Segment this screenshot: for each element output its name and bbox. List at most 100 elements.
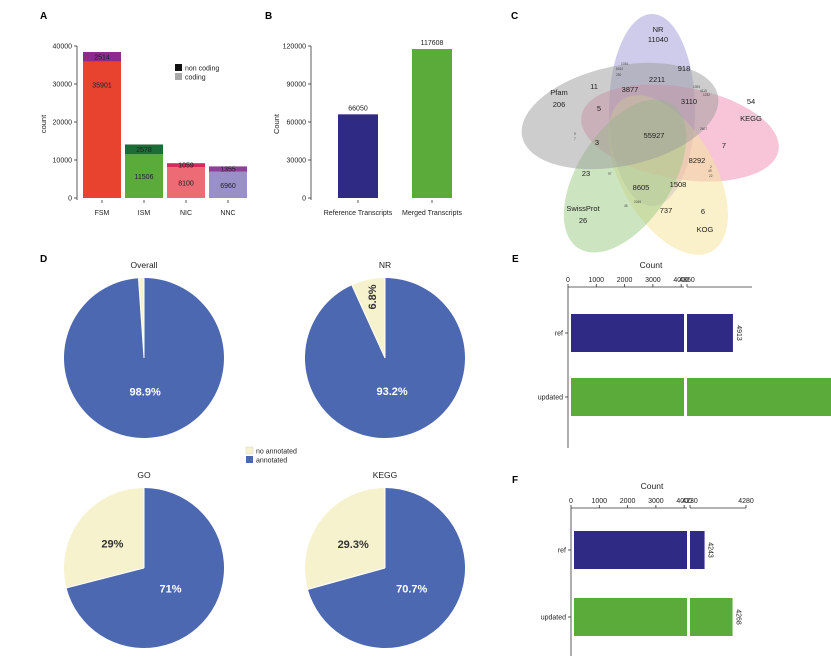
venn-int-8605: 8605 xyxy=(633,183,650,192)
pie-kegg-nonannotated-slice xyxy=(304,488,385,590)
pie-nr-divider-b xyxy=(351,284,386,359)
venn-int-3110: 3110 xyxy=(681,97,697,106)
panel-label-B: B xyxy=(265,11,272,22)
e-xtick-label-2: 2000 xyxy=(617,277,633,284)
b-ytick-label-0: 0 xyxy=(302,196,306,203)
e-xtick-label-5: 4860 xyxy=(679,277,695,284)
legend-annot-label: annotated xyxy=(256,458,287,465)
a-ytick-label-4: 40000 xyxy=(53,44,73,51)
venn-nr-only: 11040 xyxy=(648,35,668,44)
f-xlabel: Count xyxy=(641,481,664,491)
pie-title-overall: Overall xyxy=(131,260,158,270)
e-xtick-label-1: 1000 xyxy=(589,277,605,284)
a-label-coding-FSM: 35901 xyxy=(92,83,112,90)
f-bar-ref-seg2 xyxy=(690,531,705,569)
venn-small-0: 1036 xyxy=(621,62,628,66)
a-bar-coding-NNC xyxy=(209,171,247,198)
venn-kegg-only: 54 xyxy=(747,97,755,106)
venn-pfam-name: Pfam xyxy=(550,88,568,97)
panel-label-C: C xyxy=(511,11,518,22)
e-ytick-label-updated: updated xyxy=(538,395,563,402)
venn-small-4: 4115 xyxy=(700,89,707,93)
e-xlabel: Count xyxy=(640,260,663,270)
venn-int-3877: 3877 xyxy=(622,85,639,94)
b-ylabel: Count xyxy=(272,113,281,134)
pie-kegg-nonannotated-label: 29.3% xyxy=(338,539,369,551)
venn-int-2211: 2211 xyxy=(649,75,665,84)
a-bars: 35901 2514 FSM 11506 2578 ISM 8100 1059 NIC 6960 1… xyxy=(83,52,247,217)
f-xtick-label-4: 4000 xyxy=(676,498,692,505)
venn-kog-only: 6 xyxy=(701,207,705,216)
venn-ellipse-pfam xyxy=(521,62,719,170)
panel-label-D: D xyxy=(40,254,47,265)
pie-overall-divider-b xyxy=(137,278,145,359)
a-bar-noncoding-ISM xyxy=(125,144,163,155)
venn-pfam-only: 206 xyxy=(553,100,566,109)
pie-kegg-annotated-slice xyxy=(307,488,465,648)
b-bar-0 xyxy=(338,114,378,198)
legend-noannot-label: no annotated xyxy=(256,449,297,456)
panel-label-E: E xyxy=(512,254,519,265)
pie-charts: Overall 98.9% NR 93.2% 6.8% GO 71% 29% KEGG 70.7%… xyxy=(63,260,465,649)
venn-small-13: 22 xyxy=(709,174,713,178)
legend-noannot-swatch xyxy=(245,446,254,455)
a-xtick-label-NIC: NIC xyxy=(180,210,192,217)
a-ylabel: count xyxy=(39,114,48,133)
f-ytick-label-updated: updated xyxy=(541,615,566,622)
f-xtick-label-3: 3000 xyxy=(648,498,664,505)
panel-label-F: F xyxy=(512,475,518,486)
e-xtick-label-3: 3000 xyxy=(645,277,661,284)
venn-small-1: 6162 xyxy=(616,67,623,71)
b-ytick-label-4: 120000 xyxy=(283,44,306,51)
b-xtick-label-1: Merged Transcripts xyxy=(402,210,462,217)
a-bar-coding-ISM xyxy=(125,154,163,198)
a-xtick-label-NNC: NNC xyxy=(220,210,235,217)
venn-nr-name: NR xyxy=(653,25,664,34)
venn-int-5: 5 xyxy=(597,104,601,113)
pie-nr-annotated-label: 93.2% xyxy=(377,386,408,398)
pie-title-kegg: KEGG xyxy=(373,470,398,480)
b-ytick-label-1: 30000 xyxy=(287,158,307,165)
f-value-label-updated: 4268 xyxy=(735,609,742,625)
b-ytick-label-3: 90000 xyxy=(287,82,307,89)
a-xtick-label-ISM: ISM xyxy=(138,210,151,217)
venn-small-3: 1393 xyxy=(693,85,700,89)
a-label-coding-NIC: 8100 xyxy=(178,181,194,188)
a-xtick-label-FSM: FSM xyxy=(95,210,110,217)
pie-go-divider-b xyxy=(66,567,145,589)
f-xtick-label-6: 4280 xyxy=(738,498,754,505)
b-value-label-1: 117608 xyxy=(421,40,444,47)
a-ytick-label-1: 10000 xyxy=(53,158,73,165)
venn-kegg-name: KEGG xyxy=(740,114,762,123)
venn-small-2: 250 xyxy=(616,73,622,77)
venn-int-7: 7 xyxy=(722,141,726,150)
panel-label-A: A xyxy=(40,11,47,22)
venn-small-8: 7 xyxy=(574,137,576,141)
venn-small-10: 2046 xyxy=(634,200,641,204)
a-ytick-label-3: 30000 xyxy=(53,82,73,89)
venn-int-nr-pfam: 11 xyxy=(590,82,598,91)
venn-kog-name: KOG xyxy=(697,225,714,234)
a-bar-noncoding-NIC xyxy=(167,163,205,168)
pie-go-annotated-label: 71% xyxy=(160,584,182,596)
pie-go-nonannotated-slice xyxy=(63,488,144,588)
venn-int-23: 23 xyxy=(582,169,590,178)
b-value-label-0: 66050 xyxy=(348,105,368,112)
a-bar-noncoding-FSM xyxy=(83,52,121,62)
f-xtick-label-1: 1000 xyxy=(592,498,608,505)
f-xtick-label-0: 0 xyxy=(569,498,573,505)
legend-annot-swatch xyxy=(246,456,253,463)
venn-int-1508: 1508 xyxy=(670,180,687,189)
venn-swissprot-name: SwissProt xyxy=(566,204,600,213)
a-ytick-label-2: 20000 xyxy=(53,120,73,127)
e-value-label-ref: 4913 xyxy=(735,325,742,341)
venn-diagram: NR 11040 54 KEGG 6 KOG SwissProt 26 Pfam… xyxy=(521,14,779,255)
pie-nr-nonannotated-label: 6.8% xyxy=(367,284,379,309)
venn-int-3: 3 xyxy=(595,138,599,147)
f-value-label-ref: 4243 xyxy=(707,542,714,558)
venn-small-12: 49 xyxy=(708,169,712,173)
venn-small-9: 97 xyxy=(608,172,612,176)
pie-kegg-annotated-label: 70.7% xyxy=(396,583,427,595)
